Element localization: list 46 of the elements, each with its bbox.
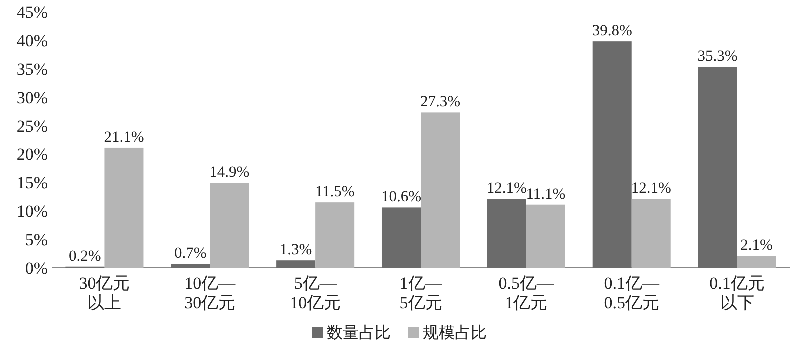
y-tick-label: 15%	[16, 174, 48, 193]
x-tick-label: 5亿—10亿元	[290, 274, 342, 312]
x-tick-label: 0.5亿—1亿元	[498, 274, 556, 312]
data-label: 11.5%	[315, 184, 355, 201]
data-label: 10.6%	[381, 188, 422, 206]
x-tick-label: 0.1亿元以下	[710, 274, 765, 312]
bar	[632, 199, 671, 268]
bar	[526, 204, 566, 268]
bar	[276, 260, 316, 268]
bar	[698, 67, 738, 268]
y-tick-label: 0%	[25, 259, 48, 278]
y-tick-label: 45%	[16, 3, 48, 22]
data-label: 2.1%	[740, 237, 774, 254]
y-tick-label: 5%	[25, 230, 48, 250]
legend-label: 规模占比	[423, 324, 487, 342]
y-tick-label: 10%	[16, 202, 48, 222]
y-tick-label: 25%	[16, 116, 48, 136]
data-label: 11.1%	[526, 186, 566, 203]
bar	[487, 199, 526, 268]
data-label: 0.7%	[174, 245, 207, 262]
y-tick-label: 35%	[16, 60, 48, 79]
bar	[382, 208, 421, 268]
bar	[316, 202, 355, 268]
data-label: 12.1%	[631, 180, 672, 198]
bar	[171, 264, 210, 268]
data-label: 0.2%	[69, 248, 102, 265]
data-label: 27.3%	[420, 94, 461, 111]
data-label: 1.3%	[280, 242, 312, 259]
bar	[592, 42, 632, 268]
bar	[104, 148, 144, 268]
x-tick-label: 10亿—30亿元	[184, 274, 237, 312]
data-label: 14.9%	[210, 164, 250, 182]
data-label: 21.1%	[104, 128, 144, 146]
y-tick-label: 40%	[16, 31, 48, 50]
data-label: 12.1%	[486, 180, 528, 198]
legend-label: 数量占比	[327, 324, 391, 342]
y-tick-label: 30%	[16, 88, 48, 108]
x-tick-label: 1亿—5亿元	[400, 274, 444, 312]
x-tick-label: 30亿元以上	[79, 274, 130, 312]
bar	[421, 112, 460, 268]
data-label: 39.8%	[592, 22, 632, 40]
x-tick-label: 0.1亿—0.5亿元	[604, 274, 660, 312]
bar	[737, 256, 776, 268]
bar	[210, 183, 250, 268]
data-label: 35.3%	[698, 48, 738, 66]
y-tick-label: 20%	[16, 145, 48, 164]
